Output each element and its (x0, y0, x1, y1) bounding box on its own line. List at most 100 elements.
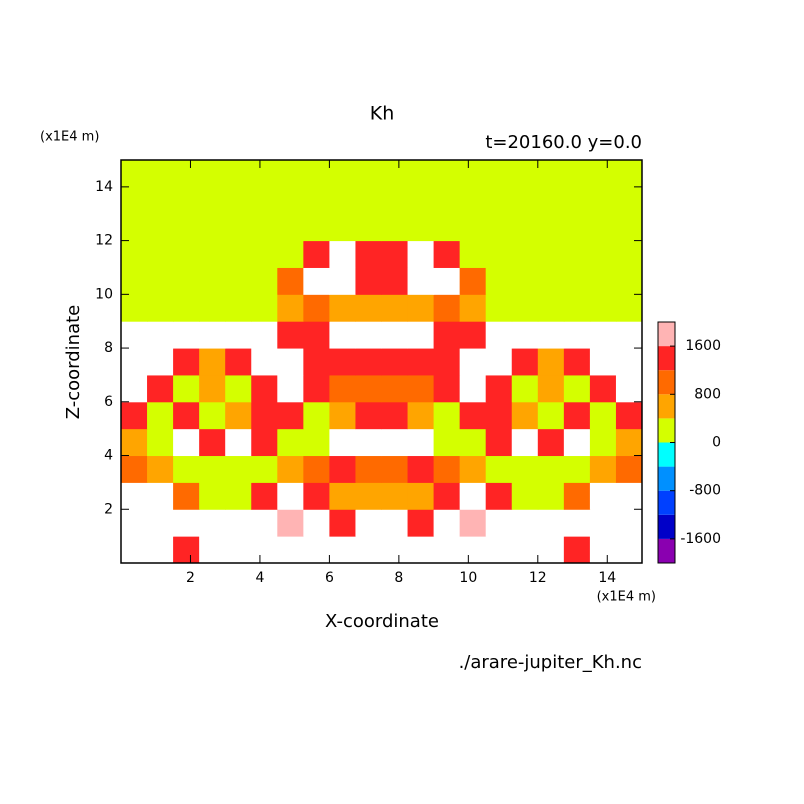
field-cell (173, 294, 200, 322)
field-cell (407, 186, 435, 215)
y-axis-title: Z-coordinate (63, 305, 84, 420)
field-cell (407, 428, 435, 457)
field (121, 160, 643, 564)
field-cell (563, 321, 591, 349)
field-cell (303, 213, 330, 242)
y-tick-label: 14 (95, 179, 113, 195)
field-cell (277, 428, 304, 457)
field-cell (225, 482, 252, 510)
field-cell (511, 374, 539, 403)
field-cell (511, 536, 539, 564)
field-cell (563, 374, 591, 403)
field-cell (121, 348, 148, 376)
field-cell (173, 401, 200, 430)
field-cell (329, 213, 356, 242)
field-cell (563, 428, 591, 457)
field-cell (537, 348, 565, 376)
field-cell (277, 240, 304, 268)
field-cell (459, 374, 487, 403)
field-cell (277, 294, 304, 322)
field-cell (563, 186, 591, 215)
field-cell (173, 482, 200, 510)
colorbar-swatch (658, 490, 675, 515)
field-cell (277, 509, 304, 537)
field-cell (563, 348, 591, 376)
field-cell (277, 482, 304, 510)
field-cell (485, 240, 513, 268)
field-cell (537, 186, 565, 215)
field-cell (485, 482, 513, 510)
field-cell (251, 240, 278, 268)
field-cell (485, 428, 513, 457)
field-cell (329, 428, 356, 457)
field-cell (459, 536, 487, 564)
field-cell (251, 509, 278, 537)
field-cell (459, 294, 487, 322)
field-cell (355, 401, 382, 430)
field-cell (225, 213, 252, 242)
field-cell (407, 455, 435, 483)
field-cell (329, 401, 356, 430)
field-cell (277, 348, 304, 376)
field-cell (199, 401, 226, 430)
field-cell (459, 240, 487, 268)
field-cell (303, 186, 330, 215)
field-cell (459, 267, 487, 295)
colorbar-swatch (658, 370, 675, 395)
field-cell (381, 321, 409, 349)
field-cell (355, 267, 382, 295)
colorbar-swatch (658, 466, 675, 491)
field-cell (199, 160, 226, 188)
x-tick-label: 10 (459, 570, 477, 586)
field-cell (407, 213, 435, 242)
field-cell (121, 213, 148, 242)
field-cell (329, 374, 356, 403)
field-cell (407, 482, 435, 510)
field-cell (225, 267, 252, 295)
field-cell (433, 321, 461, 349)
field-cell (225, 509, 252, 537)
field-cell (589, 428, 617, 457)
colorbar-label: 800 (694, 386, 721, 402)
field-cell (173, 536, 200, 564)
field-cell (485, 294, 513, 322)
field-cell (589, 186, 617, 215)
field-cell (199, 482, 226, 510)
field-cell (511, 455, 539, 483)
field-cell (459, 186, 487, 215)
field-cell (511, 294, 539, 322)
field-cell (121, 374, 148, 403)
field-cell (615, 536, 643, 564)
field-cell (381, 536, 409, 564)
field-cell (537, 213, 565, 242)
field-cell (511, 401, 539, 430)
x-axis-title: X-coordinate (325, 611, 439, 632)
field-cell (225, 428, 252, 457)
field-cell (173, 267, 200, 295)
field-cell (589, 509, 617, 537)
field-cell (251, 482, 278, 510)
field-cell (121, 482, 148, 510)
field-cell (121, 455, 148, 483)
colorbar-swatch (658, 346, 675, 371)
field-cell (251, 213, 278, 242)
field-cell (147, 186, 174, 215)
field-cell (199, 294, 226, 322)
field-cell (355, 321, 382, 349)
colorbar-label: -1600 (680, 531, 721, 547)
field-cell (563, 509, 591, 537)
field-cell (303, 160, 330, 188)
field-cell (589, 267, 617, 295)
field-cell (381, 348, 409, 376)
field-cell (199, 348, 226, 376)
chart-title: Kh (370, 103, 395, 125)
field-cell (303, 374, 330, 403)
field-cell (485, 455, 513, 483)
field-cell (589, 374, 617, 403)
field-cell (199, 374, 226, 403)
field-cell (199, 428, 226, 457)
field-cell (433, 428, 461, 457)
field-cell (355, 536, 382, 564)
field-cell (381, 428, 409, 457)
